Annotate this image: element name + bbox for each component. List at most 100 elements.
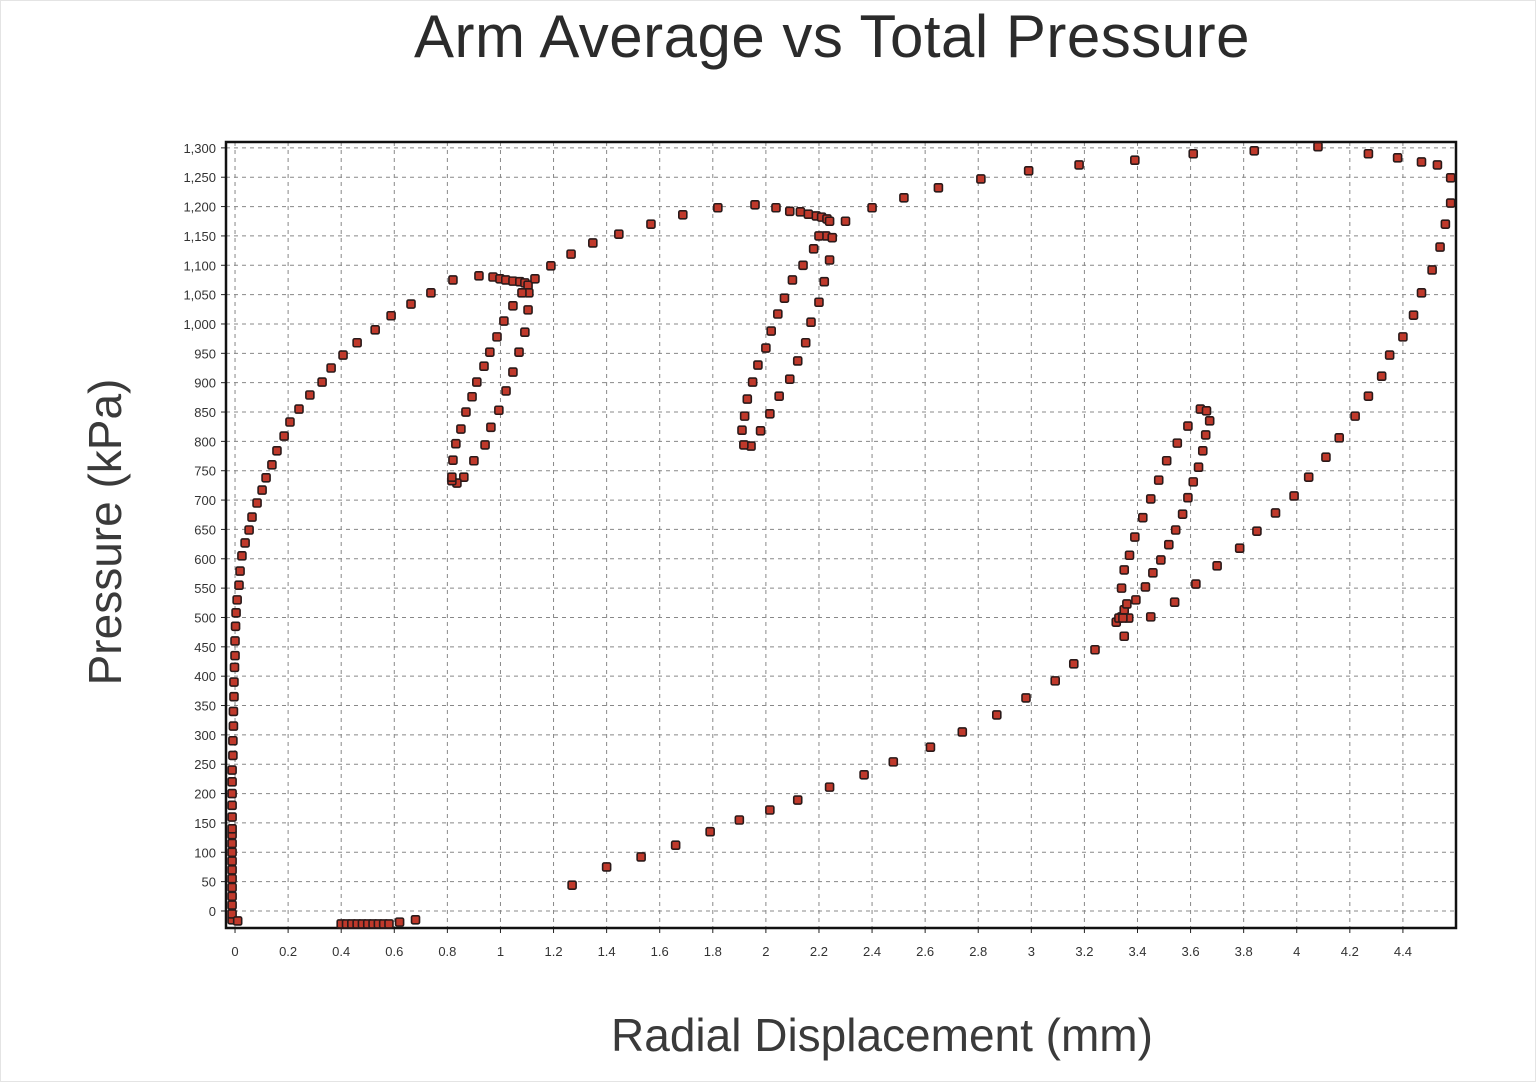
- x-axis-label: Radial Displacement (mm): [611, 1009, 1153, 1061]
- x-tick-label: 0.2: [279, 944, 297, 959]
- data-point: [279, 431, 289, 441]
- data-point: [755, 426, 766, 436]
- data-point: [1201, 406, 1212, 416]
- data-point: [779, 293, 790, 303]
- data-point: [1440, 219, 1451, 229]
- x-tick-label: 3: [1028, 944, 1035, 959]
- x-tick-label: 1.8: [704, 944, 722, 959]
- data-point: [499, 316, 509, 326]
- data-point: [1140, 582, 1151, 592]
- x-tick-label: 0.8: [438, 944, 456, 959]
- data-point: [734, 815, 745, 825]
- data-point: [517, 288, 527, 298]
- y-tick-label: 1,100: [183, 258, 216, 273]
- x-tick-label: 3.8: [1235, 944, 1253, 959]
- data-point: [800, 337, 811, 348]
- data-point: [771, 202, 781, 213]
- data-point: [384, 919, 394, 929]
- data-point: [765, 805, 775, 815]
- data-point: [1161, 455, 1172, 466]
- data-point: [636, 852, 646, 862]
- data-point: [231, 607, 241, 618]
- data-point: [228, 735, 238, 746]
- data-point: [227, 891, 237, 902]
- data-point: [326, 363, 336, 373]
- chart-title: Arm Average vs Total Pressure: [414, 3, 1250, 70]
- y-tick-label: 300: [194, 728, 216, 743]
- data-point: [451, 438, 461, 449]
- y-tick-label: 1,300: [183, 141, 216, 156]
- data-point: [285, 417, 295, 427]
- data-point: [1137, 512, 1148, 523]
- x-tick-label: 4.4: [1394, 944, 1412, 959]
- data-point: [1023, 165, 1034, 176]
- data-point: [1384, 350, 1395, 360]
- data-point: [1183, 492, 1193, 503]
- data-point: [1177, 509, 1188, 519]
- data-point: [814, 297, 824, 308]
- data-point: [1156, 555, 1166, 565]
- data-point: [494, 405, 504, 416]
- data-point: [1193, 462, 1204, 473]
- data-point: [713, 202, 723, 213]
- data-point: [523, 305, 533, 315]
- data-point: [1212, 561, 1222, 571]
- data-point: [514, 347, 524, 357]
- data-point: [1334, 433, 1345, 443]
- data-point: [492, 332, 502, 342]
- data-point: [474, 271, 484, 281]
- y-tick-label: 550: [194, 581, 216, 596]
- data-point: [370, 325, 380, 335]
- y-tick-label: 250: [194, 757, 216, 772]
- y-tick-label: 150: [194, 816, 216, 831]
- data-point: [750, 200, 760, 210]
- data-point: [761, 343, 771, 353]
- data-point: [806, 317, 816, 328]
- data-point: [933, 182, 944, 193]
- y-tick-label: 700: [194, 493, 216, 508]
- data-point: [1145, 612, 1156, 622]
- x-tick-label: 0.4: [332, 944, 350, 959]
- data-point: [588, 238, 598, 248]
- x-tick-label: 2.6: [916, 944, 934, 959]
- data-point: [227, 909, 237, 919]
- data-point: [227, 823, 237, 834]
- x-tick-label: 2.8: [969, 944, 987, 959]
- data-point: [1124, 550, 1135, 561]
- data-point: [410, 914, 421, 925]
- data-point: [1130, 155, 1140, 165]
- data-point: [888, 757, 899, 767]
- data-point: [227, 847, 237, 858]
- data-point: [742, 394, 753, 404]
- data-point: [472, 377, 482, 387]
- y-tick-label: 200: [194, 787, 216, 802]
- data-point: [1234, 543, 1245, 554]
- y-tick-label: 1,150: [183, 229, 216, 244]
- data-point: [824, 216, 835, 227]
- data-point: [803, 209, 814, 220]
- data-point: [227, 765, 237, 775]
- x-tick-label: 1: [497, 944, 504, 959]
- data-point: [747, 377, 758, 387]
- data-point: [784, 206, 795, 217]
- data-point: [792, 356, 803, 366]
- data-point: [1408, 310, 1419, 320]
- data-point: [1172, 438, 1183, 448]
- data-point: [566, 249, 576, 259]
- data-point: [840, 216, 851, 227]
- data-point: [229, 691, 239, 702]
- data-point: [227, 777, 237, 787]
- data-point: [338, 350, 348, 360]
- data-point: [459, 472, 469, 482]
- data-point: [486, 422, 496, 433]
- plot-border: [224, 140, 1458, 930]
- data-point: [1204, 416, 1215, 426]
- data-point: [792, 795, 803, 805]
- data-point: [485, 347, 495, 357]
- y-tick-label: 900: [194, 376, 216, 391]
- data-point: [976, 174, 986, 184]
- data-point: [1130, 532, 1140, 542]
- x-tick-label: 2.4: [863, 944, 881, 959]
- y-tick-label: 1,200: [183, 200, 216, 215]
- data-point: [1392, 153, 1403, 163]
